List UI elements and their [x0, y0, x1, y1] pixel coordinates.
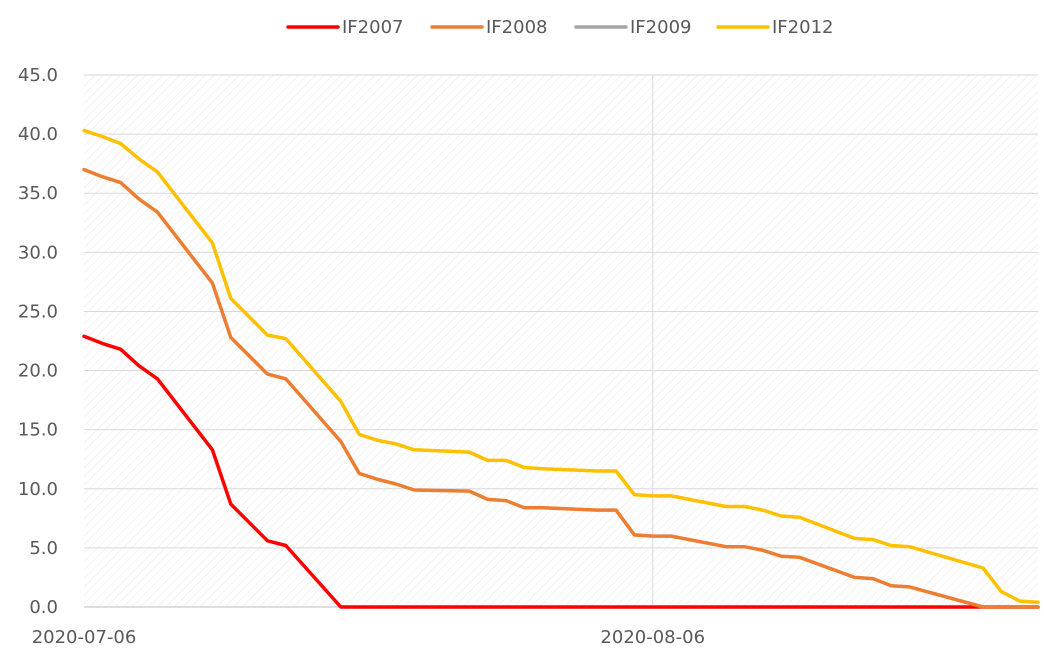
legend-item-if2012: IF2012 [716, 17, 833, 38]
plot-area [84, 75, 1038, 607]
y-tick-label: 35.0 [18, 183, 58, 204]
y-tick-label: 45.0 [18, 65, 58, 86]
series-lines [82, 128, 1040, 609]
y-tick-label: 5.0 [29, 538, 58, 559]
x-tick-label: 2020-07-06 [32, 627, 137, 648]
y-tick-label: 40.0 [18, 124, 58, 145]
x-axis-ticks: 2020-07-06 2020-08-06 [32, 627, 705, 648]
legend-item-if2008: IF2008 [430, 17, 547, 38]
series-line-if2008 [82, 167, 1040, 609]
series-line-if2007 [82, 334, 1040, 609]
legend: IF2007 IF2008 IF2009 IF2012 [286, 17, 833, 38]
y-axis-ticks: 0.0 5.0 10.0 15.0 20.0 25.0 30.0 35.0 40.0 45.0 [18, 65, 58, 618]
y-tick-label: 10.0 [18, 479, 58, 500]
y-tick-label: 20.0 [18, 361, 58, 382]
legend-label: IF2008 [486, 17, 547, 38]
y-tick-label: 15.0 [18, 420, 58, 441]
series-line-if2012 [82, 128, 1040, 605]
legend-label: IF2009 [630, 17, 691, 38]
y-tick-label: 0.0 [29, 597, 58, 618]
x-tick-label: 2020-08-06 [600, 627, 705, 648]
legend-item-if2007: IF2007 [286, 17, 403, 38]
y-tick-label: 25.0 [18, 301, 58, 322]
y-tick-label: 30.0 [18, 242, 58, 263]
legend-label: IF2007 [342, 17, 403, 38]
legend-label: IF2012 [772, 17, 833, 38]
legend-item-if2009: IF2009 [574, 17, 691, 38]
